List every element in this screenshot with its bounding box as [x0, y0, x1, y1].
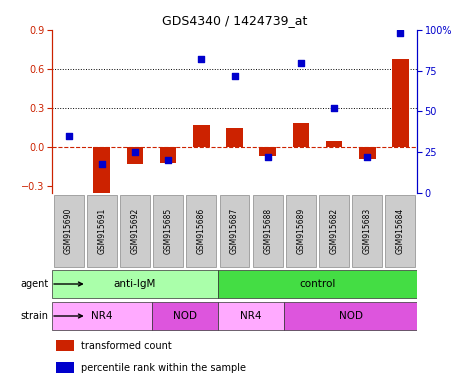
Point: [297, 60, 305, 66]
Text: percentile rank within the sample: percentile rank within the sample: [81, 363, 246, 373]
Bar: [226, 128, 243, 147]
Bar: [186, 195, 216, 266]
Point: [330, 105, 338, 111]
Bar: [253, 195, 283, 266]
Text: GSM915685: GSM915685: [164, 207, 173, 253]
Bar: [52, 270, 218, 298]
Text: GSM915684: GSM915684: [396, 207, 405, 253]
Point: [397, 30, 404, 36]
Point: [164, 157, 172, 164]
Point: [197, 56, 205, 63]
Text: anti-IgM: anti-IgM: [114, 279, 156, 289]
Text: GSM915689: GSM915689: [296, 207, 305, 253]
Bar: [359, 147, 376, 159]
Bar: [56, 362, 74, 373]
Point: [98, 161, 106, 167]
Bar: [218, 301, 284, 330]
Bar: [127, 147, 143, 164]
Text: GSM915686: GSM915686: [197, 207, 206, 253]
Bar: [259, 147, 276, 157]
Bar: [193, 125, 210, 147]
Text: GSM915682: GSM915682: [330, 207, 339, 253]
Bar: [386, 195, 416, 266]
Text: GSM915691: GSM915691: [97, 207, 106, 253]
Title: GDS4340 / 1424739_at: GDS4340 / 1424739_at: [162, 15, 307, 27]
Bar: [120, 195, 150, 266]
Bar: [56, 340, 74, 351]
Point: [231, 73, 238, 79]
Bar: [219, 195, 250, 266]
Text: GSM915692: GSM915692: [130, 207, 139, 253]
Bar: [160, 147, 176, 163]
Bar: [352, 195, 382, 266]
Bar: [392, 59, 408, 147]
Text: NOD: NOD: [173, 311, 197, 321]
Bar: [218, 270, 417, 298]
Bar: [87, 195, 117, 266]
Bar: [53, 195, 83, 266]
Bar: [293, 122, 309, 147]
Point: [264, 154, 272, 160]
Text: GSM915687: GSM915687: [230, 207, 239, 253]
Bar: [52, 301, 151, 330]
Point: [363, 154, 371, 160]
Point: [131, 149, 139, 155]
Text: GSM915683: GSM915683: [363, 207, 372, 253]
Bar: [326, 141, 342, 147]
Bar: [153, 195, 183, 266]
Text: agent: agent: [20, 279, 83, 289]
Point: [65, 133, 72, 139]
Text: transformed count: transformed count: [81, 341, 172, 351]
Text: NR4: NR4: [240, 311, 262, 321]
Text: NR4: NR4: [91, 311, 113, 321]
Bar: [286, 195, 316, 266]
Text: GSM915688: GSM915688: [263, 207, 272, 253]
Text: control: control: [299, 279, 336, 289]
Bar: [151, 301, 218, 330]
Bar: [319, 195, 349, 266]
Text: strain: strain: [20, 311, 83, 321]
Text: NOD: NOD: [339, 311, 363, 321]
Text: GSM915690: GSM915690: [64, 207, 73, 254]
Bar: [284, 301, 417, 330]
Bar: [93, 147, 110, 193]
